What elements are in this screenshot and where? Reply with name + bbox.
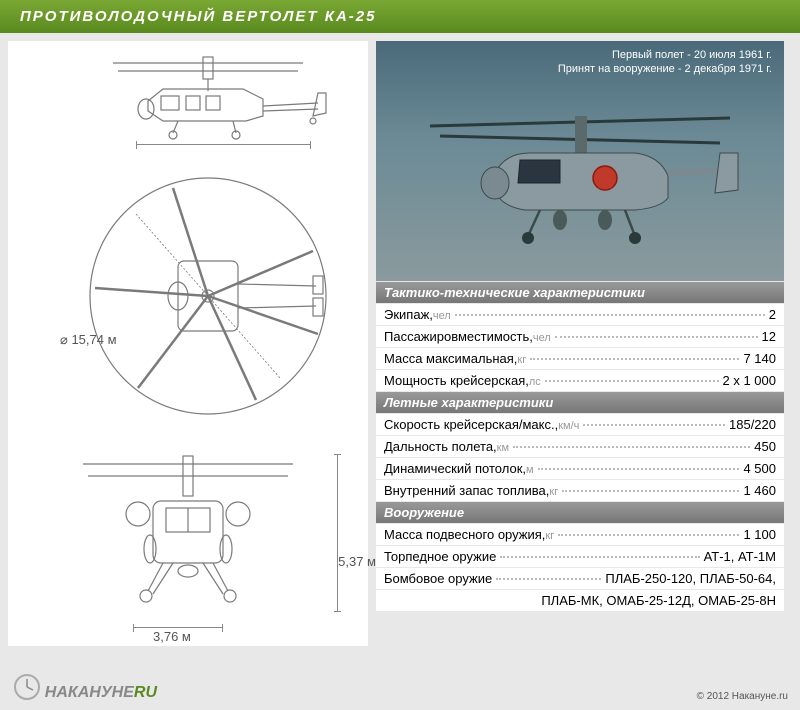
spec-label: Пассажировместимость, bbox=[384, 329, 533, 344]
logo-text-1: НАКАНУНЕ bbox=[45, 684, 134, 701]
spec-row: Экипаж, чел 2 bbox=[376, 304, 784, 325]
spec-row: Масса подвесного оружия, кг 1 100 bbox=[376, 524, 784, 545]
spec-row: Торпедное оружие АТ-1, АТ-1М bbox=[376, 546, 784, 567]
spec-unit: лс bbox=[529, 376, 541, 388]
spec-label: Динамический потолок, bbox=[384, 461, 526, 476]
spec-value: 1 460 bbox=[743, 483, 776, 498]
clock-icon bbox=[12, 672, 42, 702]
spec-row: Динамический потолок, м 4 500 bbox=[376, 458, 784, 479]
spec-unit: кг bbox=[545, 530, 554, 542]
spec-unit: чел bbox=[433, 310, 451, 322]
section-header: Тактико-технические характеристики bbox=[376, 282, 784, 303]
spec-row: Дальность полета, км 450 bbox=[376, 436, 784, 457]
width-label: 3,76 м bbox=[153, 629, 191, 644]
spec-row: Мощность крейсерская, лс 2 х 1 000 bbox=[376, 370, 784, 391]
side-view-svg bbox=[18, 51, 358, 146]
height-label: 5,37 м bbox=[338, 554, 376, 569]
rotor-diameter-label: ⌀ 15,74 м bbox=[60, 332, 117, 348]
spec-label: Дальность полета, bbox=[384, 439, 497, 454]
schematics-column: 9,7 м bbox=[8, 41, 368, 646]
spec-value: 450 bbox=[754, 439, 776, 454]
side-view-schematic: 9,7 м bbox=[8, 41, 368, 156]
logo-text-2: RU bbox=[134, 684, 157, 701]
service-date-text: Принят на вооружение - 2 декабря 1971 г. bbox=[388, 63, 772, 75]
spec-label: Масса подвесного оружия, bbox=[384, 527, 545, 542]
spec-row: ПЛАБ-МК, ОМАБ-25-12Д, ОМАБ-25-8Н bbox=[376, 590, 784, 611]
front-view-schematic: 5,37 м 3,76 м bbox=[8, 436, 368, 646]
spec-value: ПЛАБ-250-120, ПЛАБ-50-64, bbox=[605, 571, 776, 586]
top-view-svg bbox=[18, 166, 358, 426]
spec-value: 185/220 bbox=[729, 417, 776, 432]
section-header: Вооружение bbox=[376, 502, 784, 523]
spec-row: Скорость крейсерская/макс., км/ч 185/220 bbox=[376, 414, 784, 435]
spec-unit: кг bbox=[549, 486, 558, 498]
spec-value: 2 х 1 000 bbox=[723, 373, 777, 388]
spec-value: АТ-1, АТ-1М bbox=[704, 549, 776, 564]
specs-column: Первый полет - 20 июля 1961 г. Принят на… bbox=[376, 41, 784, 646]
spec-value: 2 bbox=[769, 307, 776, 322]
footer: НАКАНУНЕRU © 2012 Накануне.ru bbox=[0, 672, 800, 702]
spec-value: ПЛАБ-МК, ОМАБ-25-12Д, ОМАБ-25-8Н bbox=[541, 593, 776, 608]
title-bar: ПРОТИВОЛОДОЧНЫЙ ВЕРТОЛЕТ КА-25 bbox=[0, 0, 800, 33]
spec-label: Скорость крейсерская/макс., bbox=[384, 417, 558, 432]
section-header: Летные характеристики bbox=[376, 392, 784, 413]
spec-row: Внутренний запас топлива, кг 1 460 bbox=[376, 480, 784, 501]
spec-row: Масса максимальная, кг 7 140 bbox=[376, 348, 784, 369]
spec-unit: км/ч bbox=[558, 420, 579, 432]
logo: НАКАНУНЕRU bbox=[12, 672, 157, 702]
spec-label: Внутренний запас топлива, bbox=[384, 483, 549, 498]
spec-unit: чел bbox=[533, 332, 551, 344]
spec-unit: км bbox=[497, 442, 509, 454]
spec-value: 7 140 bbox=[743, 351, 776, 366]
front-view-svg bbox=[18, 446, 358, 636]
spec-unit: кг bbox=[517, 354, 526, 366]
spec-value: 1 100 bbox=[743, 527, 776, 542]
infographic-container: ПРОТИВОЛОДОЧНЫЙ ВЕРТОЛЕТ КА-25 bbox=[0, 0, 800, 710]
helicopter-illustration bbox=[410, 98, 750, 248]
spec-value: 4 500 bbox=[743, 461, 776, 476]
helicopter-photo: Первый полет - 20 июля 1961 г. Принят на… bbox=[376, 41, 784, 281]
spec-row: Пассажировместимость, чел 12 bbox=[376, 326, 784, 347]
specs-table: Тактико-технические характеристикиЭкипаж… bbox=[376, 282, 784, 611]
spec-row: Бомбовое оружие ПЛАБ-250-120, ПЛАБ-50-64, bbox=[376, 568, 784, 589]
spec-value: 12 bbox=[762, 329, 776, 344]
spec-label: Бомбовое оружие bbox=[384, 571, 492, 586]
spec-label: Масса максимальная, bbox=[384, 351, 517, 366]
first-flight-text: Первый полет - 20 июля 1961 г. bbox=[388, 49, 772, 61]
copyright-text: © 2012 Накануне.ru bbox=[697, 691, 788, 702]
spec-label: Мощность крейсерская, bbox=[384, 373, 529, 388]
spec-unit: м bbox=[526, 464, 534, 476]
spec-label: Экипаж, bbox=[384, 307, 433, 322]
spec-label: Торпедное оружие bbox=[384, 549, 496, 564]
content-area: 9,7 м bbox=[0, 33, 800, 654]
top-view-schematic: ⌀ 15,74 м bbox=[8, 156, 368, 436]
